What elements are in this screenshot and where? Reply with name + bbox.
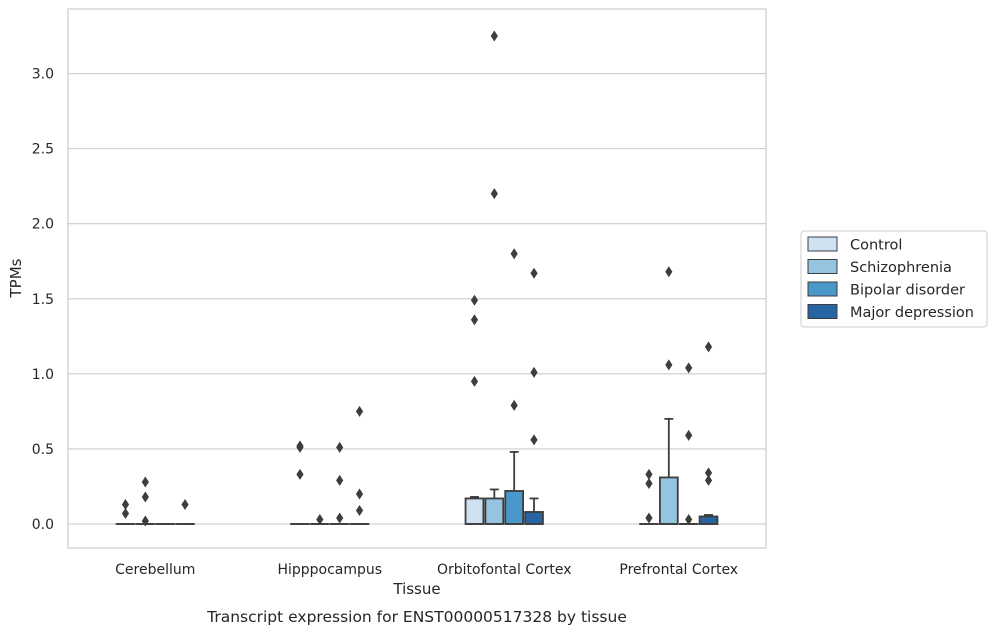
outlier-point	[296, 468, 304, 480]
box-groups	[115, 30, 719, 527]
box-group	[310, 513, 330, 525]
outlier-point	[181, 498, 189, 510]
box-group	[135, 476, 156, 527]
outlier-point	[470, 294, 479, 306]
x-tick-label: Hipppocampus	[277, 562, 382, 578]
outlier-point	[685, 513, 693, 525]
outlier-point	[141, 515, 149, 527]
outlier-point	[645, 468, 653, 480]
y-tick-label: 1.0	[32, 367, 54, 383]
box-group	[678, 362, 699, 525]
box-group	[484, 30, 505, 525]
plot-frame	[67, 8, 767, 549]
legend-items: Control Schizophrenia Bipolar disorder Majo…	[807, 236, 974, 321]
legend-swatch	[807, 304, 838, 319]
box-group	[464, 294, 485, 525]
y-tick-label: 0.0	[32, 517, 54, 533]
outlier-point	[490, 30, 498, 42]
box-group	[524, 267, 544, 525]
outlier-point	[121, 507, 130, 519]
legend: Control Schizophrenia Bipolar disorder Majo…	[800, 230, 988, 328]
box	[698, 515, 719, 525]
box-group	[290, 440, 310, 525]
outlier-point	[530, 434, 538, 446]
legend-swatch	[807, 281, 838, 297]
outlier-point	[141, 476, 149, 488]
x-tick-label: Orbitofontal Cortex	[437, 562, 572, 578]
legend-label: Control	[850, 238, 902, 254]
outlier-point	[296, 440, 304, 452]
y-tick-label: 3.0	[32, 67, 54, 83]
legend-swatch	[807, 259, 838, 274]
outlier-point	[121, 498, 130, 510]
outlier-point	[336, 512, 344, 524]
outlier-point	[336, 441, 344, 453]
outlier-point	[490, 188, 498, 200]
box-group	[175, 498, 195, 525]
chart-caption: Transcript expression for ENST0000051732…	[206, 608, 627, 626]
outlier-point	[510, 248, 518, 260]
outlier-point	[355, 488, 364, 500]
gridlines	[68, 73, 766, 525]
y-tick-label: 2.5	[32, 142, 54, 158]
box-group	[349, 405, 370, 525]
outlier-point	[510, 399, 518, 411]
x-tick-label: Prefrontal Cortex	[619, 562, 738, 578]
x-axis-label: Tissue	[392, 580, 440, 598]
legend-swatch	[807, 236, 838, 252]
y-tick-label: 2.0	[32, 217, 54, 233]
outlier-point	[530, 267, 538, 279]
outlier-point	[704, 467, 713, 479]
box-group	[504, 248, 524, 525]
outlier-point	[530, 366, 538, 378]
outlier-point	[665, 266, 673, 278]
outlier-point	[336, 474, 344, 486]
outlier-point	[141, 491, 149, 503]
box	[659, 476, 679, 525]
outlier-point	[470, 375, 479, 387]
x-tick-labels: Cerebellum Hipppocampus Orbitofontal Corte…	[115, 562, 738, 578]
box	[464, 497, 485, 525]
y-axis-label: TPMs	[7, 258, 25, 298]
outlier-point	[704, 341, 713, 353]
y-tick-labels: 0.0 0.5 1.0 1.5 2.0 2.5 3.0	[32, 67, 54, 533]
outlier-point	[316, 513, 324, 525]
y-tick-label: 0.5	[32, 442, 54, 458]
box-group	[698, 341, 719, 525]
outlier-point	[685, 362, 693, 374]
outlier-point	[685, 429, 693, 441]
y-tick-label: 1.5	[32, 292, 54, 308]
box	[484, 497, 505, 525]
box	[524, 511, 544, 525]
outlier-point	[355, 504, 364, 516]
box-group	[115, 498, 136, 525]
outlier-point	[645, 512, 653, 524]
outlier-point	[355, 405, 364, 417]
legend-label: Major depression	[850, 305, 974, 321]
box	[504, 490, 524, 525]
box-group	[329, 441, 350, 525]
outlier-point	[645, 477, 653, 489]
legend-label: Bipolar disorder	[850, 283, 965, 299]
outlier-point	[470, 314, 479, 326]
legend-label: Schizophrenia	[850, 260, 952, 276]
box-group	[659, 266, 679, 525]
box-group	[639, 468, 659, 525]
legend-frame	[800, 230, 988, 328]
outlier-point	[704, 474, 713, 486]
x-tick-label: Cerebellum	[115, 562, 195, 578]
outlier-point	[665, 359, 673, 371]
